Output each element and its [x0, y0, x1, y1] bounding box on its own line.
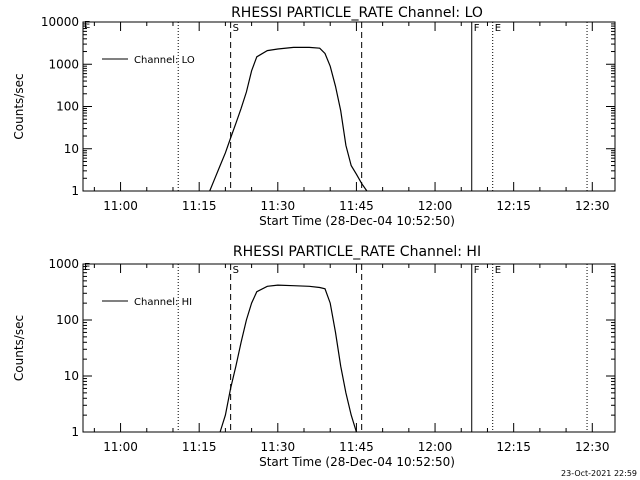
- legend-entry: Channel: HI: [134, 297, 192, 308]
- event-marker-label: S: [233, 23, 239, 34]
- y-axis-label: Counts/sec: [12, 73, 26, 139]
- x-tick-label: 11:15: [182, 199, 217, 213]
- plot-frame: [82, 263, 616, 433]
- x-tick-label: 11:45: [339, 440, 374, 454]
- x-axis-label: Start Time (28-Dec-04 10:52:50): [259, 455, 455, 469]
- x-tick-label: 11:15: [182, 440, 217, 454]
- x-tick-label: 11:00: [103, 199, 138, 213]
- x-axis-label: Start Time (28-Dec-04 10:52:50): [259, 214, 455, 228]
- edge-marker-label: E: [84, 20, 90, 31]
- timestamp: 23-Oct-2021 22:59: [561, 469, 637, 478]
- y-tick-label: 1: [71, 184, 79, 198]
- y-tick-label: 10000: [41, 15, 79, 29]
- y-tick-label: 10: [64, 369, 79, 383]
- chart-title: RHESSI PARTICLE_RATE Channel: HI: [233, 244, 481, 260]
- x-tick-label: 11:30: [261, 440, 296, 454]
- x-tick-label: 12:15: [496, 199, 531, 213]
- edge-marker-label: E: [84, 262, 90, 273]
- y-tick-label: 1: [71, 425, 79, 439]
- y-tick-label: 100: [56, 313, 79, 327]
- legend-entry: Channel: LO: [134, 55, 195, 66]
- event-marker-label: E: [495, 265, 501, 276]
- y-tick-label: 1000: [48, 57, 79, 71]
- x-tick-label: 12:00: [418, 199, 453, 213]
- plot-frame: [82, 21, 616, 192]
- event-marker-label: E: [495, 23, 501, 34]
- x-tick-label: 12:30: [575, 440, 610, 454]
- y-tick-label: 10: [64, 142, 79, 156]
- event-marker-label: F: [474, 23, 480, 34]
- y-tick-label: 1000: [48, 257, 79, 271]
- x-tick-label: 11:30: [261, 199, 296, 213]
- x-tick-label: 12:00: [418, 440, 453, 454]
- x-tick-label: 12:30: [575, 199, 610, 213]
- x-tick-label: 12:15: [496, 440, 531, 454]
- series-line-channel-lo: [209, 46, 368, 192]
- y-tick-label: 100: [56, 100, 79, 114]
- series-line-channel-hi: [219, 284, 357, 433]
- x-tick-label: 11:00: [103, 440, 138, 454]
- event-marker-label: F: [474, 265, 480, 276]
- chart-title: RHESSI PARTICLE_RATE Channel: LO: [231, 5, 483, 21]
- event-marker-label: S: [233, 265, 239, 276]
- x-tick-label: 11:45: [339, 199, 374, 213]
- y-axis-label: Counts/sec: [12, 315, 26, 381]
